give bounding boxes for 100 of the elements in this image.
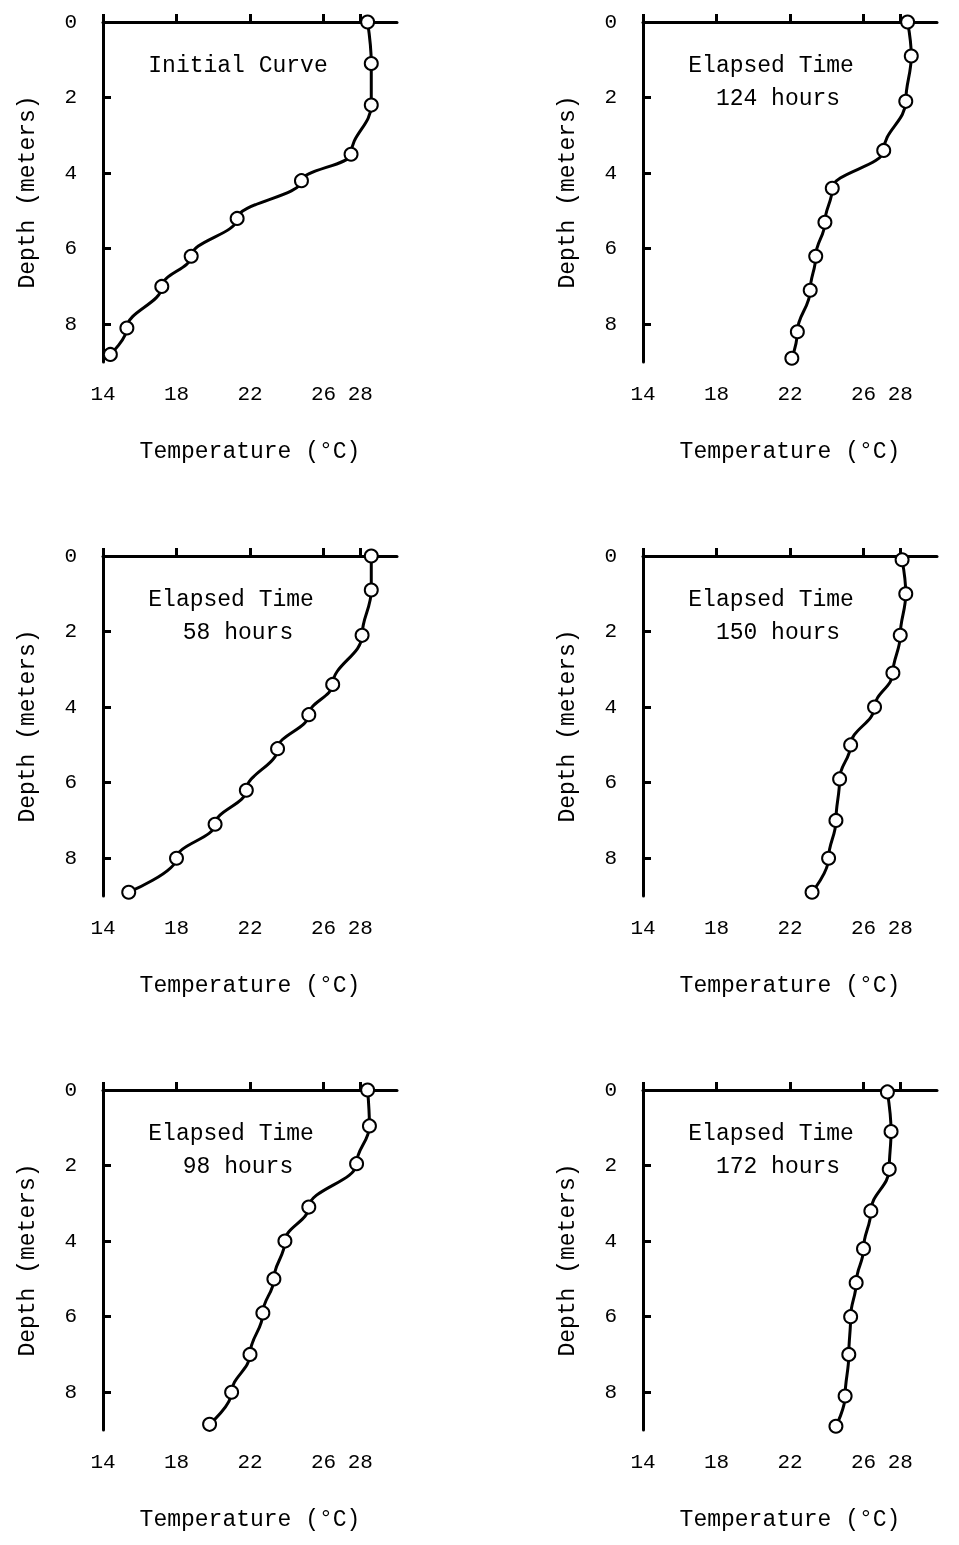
x-tick-label: 14 [630, 383, 656, 406]
x-tick-label: 22 [777, 917, 803, 940]
point [867, 699, 883, 715]
y-tick-label: 4 [604, 695, 617, 719]
x-tick-label: 18 [703, 1451, 730, 1474]
x-axis-title: Temperature (°C) [139, 972, 361, 999]
point [255, 1305, 271, 1321]
x-tick-label: 18 [703, 917, 730, 940]
point [898, 586, 914, 602]
y-tick-label: 6 [604, 237, 617, 261]
point [266, 1271, 282, 1287]
y-axis-title: Depth (meters) [14, 95, 41, 289]
point [784, 350, 800, 366]
point [894, 552, 910, 568]
point [832, 771, 848, 787]
point [363, 56, 379, 72]
y-tick-label: 8 [64, 312, 77, 336]
point [154, 278, 170, 294]
point [848, 1275, 864, 1291]
point [789, 324, 805, 340]
point [824, 180, 840, 196]
x-tick-label: 26 [310, 383, 337, 406]
text: Elapsed Time 172 hours [688, 1120, 868, 1180]
point [301, 1199, 317, 1215]
text: Elapsed Time 58 hours [148, 586, 328, 646]
y-tick-label: 6 [64, 1305, 77, 1329]
point [360, 1082, 376, 1098]
point [843, 1309, 859, 1325]
point [837, 1388, 853, 1404]
point [876, 142, 892, 158]
y-tick-label: 8 [64, 846, 77, 870]
x-tick-label: 28 [347, 917, 373, 940]
point [343, 146, 359, 162]
x-tick-label: 28 [887, 917, 913, 940]
x-tick-label: 18 [163, 917, 190, 940]
point [229, 210, 245, 226]
x-tick-label: 28 [347, 1451, 373, 1474]
y-tick-label: 4 [604, 161, 617, 185]
x-axis-title: Temperature (°C) [679, 438, 901, 465]
x-tick-label: 22 [237, 917, 263, 940]
y-tick-label: 6 [604, 771, 617, 795]
point [238, 782, 254, 798]
x-tick-label: 26 [310, 1451, 337, 1474]
y-axis-title: Depth (meters) [554, 629, 581, 823]
point [202, 1416, 218, 1432]
y-tick-label: 0 [64, 544, 77, 568]
x-tick-label: 28 [887, 383, 913, 406]
x-tick-label: 26 [310, 917, 337, 940]
y-tick-label: 0 [64, 1078, 77, 1102]
x-tick-label: 22 [237, 383, 263, 406]
x-axis-title: Temperature (°C) [679, 972, 901, 999]
point [325, 676, 341, 692]
point [301, 707, 317, 723]
y-tick-label: 0 [604, 544, 617, 568]
y-tick-label: 8 [604, 312, 617, 336]
point [898, 93, 914, 109]
x-tick-label: 18 [163, 1451, 190, 1474]
x-tick-label: 18 [703, 383, 730, 406]
point [361, 1118, 377, 1134]
y-axis-title: Depth (meters) [554, 1163, 581, 1357]
point [270, 741, 286, 757]
y-tick-label: 0 [604, 1078, 617, 1102]
point [349, 1156, 365, 1172]
x-tick-label: 22 [777, 383, 803, 406]
x-tick-label: 14 [630, 1451, 656, 1474]
point [242, 1346, 258, 1362]
point [841, 1346, 857, 1362]
point [121, 884, 137, 900]
point [885, 665, 901, 681]
x-tick-label: 22 [237, 1451, 263, 1474]
point [828, 1418, 844, 1434]
point [892, 627, 908, 643]
y-tick-label: 2 [604, 1154, 617, 1178]
point [363, 97, 379, 113]
point [363, 582, 379, 598]
point [293, 173, 309, 189]
y-tick-label: 6 [64, 771, 77, 795]
y-axis-title: Depth (meters) [14, 629, 41, 823]
y-tick-label: 2 [64, 1154, 77, 1178]
x-tick-label: 26 [850, 1451, 877, 1474]
y-tick-label: 4 [64, 695, 77, 719]
y-tick-label: 4 [64, 161, 77, 185]
point [354, 627, 370, 643]
y-tick-label: 8 [604, 846, 617, 870]
point [843, 737, 859, 753]
point [881, 1161, 897, 1177]
x-axis-title: Temperature (°C) [139, 1506, 361, 1533]
point [207, 816, 223, 832]
y-tick-label: 2 [64, 86, 77, 110]
point [169, 850, 184, 866]
y-tick-label: 6 [64, 237, 77, 261]
point [856, 1241, 871, 1257]
point [828, 812, 844, 828]
point [183, 248, 199, 264]
x-tick-label: 14 [90, 1451, 116, 1474]
text: Elapsed Time 98 hours [148, 1120, 328, 1180]
y-axis-title: Depth (meters) [554, 95, 581, 289]
y-tick-label: 2 [604, 620, 617, 644]
point [903, 48, 919, 64]
y-axis-title: Depth (meters) [14, 1163, 41, 1357]
